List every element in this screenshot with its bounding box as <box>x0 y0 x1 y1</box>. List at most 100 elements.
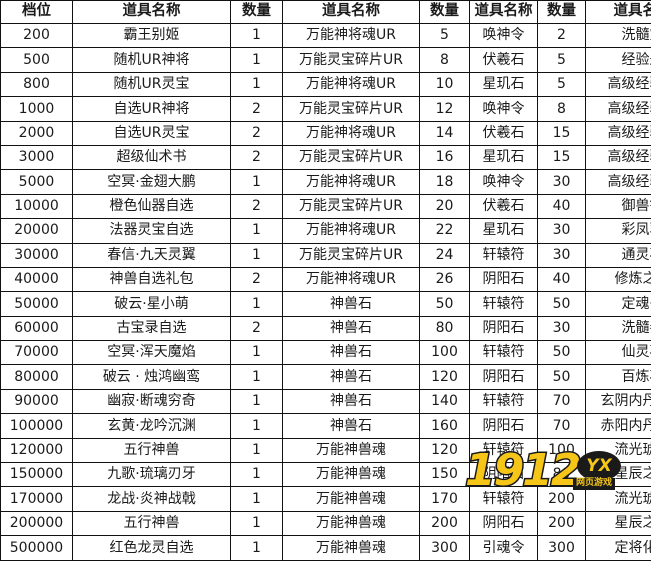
cell-quantity: 1 <box>231 292 283 316</box>
cell-tier: 40000 <box>1 267 73 291</box>
cell-tier: 70000 <box>1 341 73 365</box>
cell-item-name: 龙战·炎神战戟 <box>73 487 231 511</box>
cell-item-name: 万能神兽魂 <box>283 536 420 560</box>
table-header-row: 档位 道具名称 数量 道具名称 数量 道具名称 数量 道具名称 数量 <box>1 1 651 24</box>
cell-tier: 3000 <box>1 145 73 169</box>
cell-item-name: 高级经验丹 <box>586 145 651 169</box>
cell-quantity: 160 <box>420 414 470 438</box>
cell-quantity: 1 <box>231 243 283 267</box>
table-row: 200000五行神兽1万能神兽魂200阴阳石200星辰之石20 <box>1 511 651 535</box>
cell-quantity: 30 <box>538 243 586 267</box>
cell-item-name: 玄阴内丹自选 <box>586 389 651 413</box>
cell-item-name: 自选UR灵宝 <box>73 121 231 145</box>
cell-item-name: 伏羲石 <box>470 194 538 218</box>
cell-quantity: 1 <box>231 536 283 560</box>
cell-item-name: 定魂书 <box>586 292 651 316</box>
cell-item-name: 轩辕符 <box>470 243 538 267</box>
cell-quantity: 80 <box>538 463 586 487</box>
cell-tier: 200000 <box>1 511 73 535</box>
cell-quantity: 1 <box>231 438 283 462</box>
cell-quantity: 10 <box>420 72 470 96</box>
cell-tier: 30000 <box>1 243 73 267</box>
table-row: 10000橙色仙器自选2万能灵宝碎片UR20伏羲石40御兽铃200 <box>1 194 651 218</box>
table-row: 200霸王别姬1万能神将魂UR5唤神令2洗髓露20 <box>1 24 651 48</box>
cell-tier: 100000 <box>1 414 73 438</box>
cell-tier: 5000 <box>1 170 73 194</box>
cell-item-name: 神兽自选礼包 <box>73 267 231 291</box>
cell-item-name: 橙色仙器自选 <box>73 194 231 218</box>
cell-tier: 80000 <box>1 365 73 389</box>
cell-item-name: 彩凤羽 <box>586 219 651 243</box>
cell-item-name: 阴阳石 <box>470 316 538 340</box>
cell-item-name: 经验丹 <box>586 48 651 72</box>
cell-quantity: 70 <box>538 414 586 438</box>
cell-item-name: 阴阳石 <box>470 365 538 389</box>
cell-quantity: 16 <box>420 145 470 169</box>
cell-item-name: 万能神将魂UR <box>283 267 420 291</box>
cell-item-name: 古宝录自选 <box>73 316 231 340</box>
cell-quantity: 1 <box>231 72 283 96</box>
cell-item-name: 星玑石 <box>470 219 538 243</box>
cell-item-name: 通灵石 <box>586 243 651 267</box>
cell-item-name: 星辰之石 <box>586 511 651 535</box>
cell-item-name: 神兽石 <box>283 292 420 316</box>
cell-quantity: 20 <box>420 194 470 218</box>
cell-item-name: 轩辕符 <box>470 389 538 413</box>
cell-item-name: 高级经验丹 <box>586 121 651 145</box>
cell-item-name: 阴阳石 <box>470 463 538 487</box>
cell-quantity: 100 <box>420 341 470 365</box>
cell-quantity: 14 <box>420 121 470 145</box>
table-body: 200霸王别姬1万能神将魂UR5唤神令2洗髓露20500随机UR神将1万能灵宝碎… <box>1 24 651 561</box>
table-row: 40000神兽自选礼包2万能神将魂UR26阴阳石40修炼之书200 <box>1 267 651 291</box>
cell-tier: 50000 <box>1 292 73 316</box>
cell-item-name: 唤神令 <box>470 170 538 194</box>
cell-item-name: 修炼之书 <box>586 267 651 291</box>
cell-item-name: 神兽石 <box>283 414 420 438</box>
cell-quantity: 50 <box>420 292 470 316</box>
cell-item-name: 法器灵宝自选 <box>73 219 231 243</box>
cell-item-name: 高级经验丹 <box>586 97 651 121</box>
cell-quantity: 1 <box>231 341 283 365</box>
cell-item-name: 九歌·琉璃刃牙 <box>73 463 231 487</box>
cell-tier: 200 <box>1 24 73 48</box>
cell-quantity: 1 <box>231 487 283 511</box>
cell-quantity: 1 <box>231 365 283 389</box>
cell-item-name: 万能神将魂UR <box>283 24 420 48</box>
cell-quantity: 1 <box>231 414 283 438</box>
cell-item-name: 超级仙术书 <box>73 145 231 169</box>
cell-item-name: 万能神将魂UR <box>283 121 420 145</box>
cell-quantity: 8 <box>538 97 586 121</box>
cell-item-name: 万能神兽魂 <box>283 463 420 487</box>
cell-item-name: 随机UR灵宝 <box>73 72 231 96</box>
cell-quantity: 2 <box>231 97 283 121</box>
cell-tier: 170000 <box>1 487 73 511</box>
column-header-quantity-2: 数量 <box>420 1 470 24</box>
cell-item-name: 万能神兽魂 <box>283 511 420 535</box>
cell-item-name: 洗髓券 <box>586 316 651 340</box>
cell-quantity: 2 <box>538 24 586 48</box>
cell-item-name: 万能神将魂UR <box>283 219 420 243</box>
cell-quantity: 100 <box>538 438 586 462</box>
cell-quantity: 50 <box>538 292 586 316</box>
cell-quantity: 2 <box>231 145 283 169</box>
column-header-item-name-2: 道具名称 <box>283 1 420 24</box>
cell-item-name: 破云 · 烛鸿幽鸾 <box>73 365 231 389</box>
cell-item-name: 五行神兽 <box>73 438 231 462</box>
cell-quantity: 1 <box>231 219 283 243</box>
cell-item-name: 随机UR神将 <box>73 48 231 72</box>
cell-item-name: 轩辕符 <box>470 438 538 462</box>
cell-item-name: 轩辕符 <box>470 341 538 365</box>
cell-item-name: 神兽石 <box>283 316 420 340</box>
cell-item-name: 唤神令 <box>470 97 538 121</box>
cell-quantity: 1 <box>231 48 283 72</box>
cell-quantity: 40 <box>538 267 586 291</box>
cell-item-name: 星玑石 <box>470 72 538 96</box>
table-row: 500000红色龙灵自选1万能神兽魂300引魂令300定将化功50 <box>1 536 651 560</box>
cell-tier: 60000 <box>1 316 73 340</box>
